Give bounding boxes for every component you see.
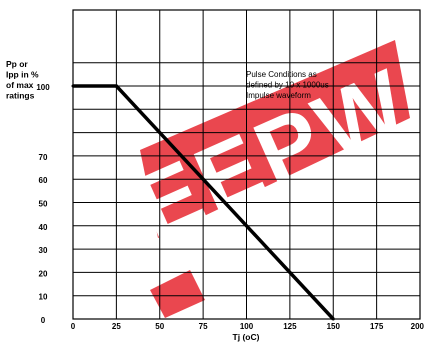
plot-border <box>72 9 421 320</box>
y-tick-label: 100 <box>36 83 50 92</box>
annotation-line: Impulse waveform <box>246 91 311 100</box>
y-axis-label-line: ratings <box>6 91 35 101</box>
derating-point <box>71 84 75 88</box>
y-tick-label: 0 <box>41 316 46 325</box>
x-tick-label: 175 <box>370 322 384 331</box>
y-axis-label-line: Ipp in % <box>6 70 39 80</box>
plot-frame <box>72 9 421 320</box>
x-tick-label: 125 <box>283 322 297 331</box>
series-layer <box>71 84 335 321</box>
y-tick-label: 50 <box>39 200 48 209</box>
x-tick-label: 150 <box>327 322 341 331</box>
y-axis-label-line: of max <box>6 80 34 90</box>
watermark-fragment <box>150 270 205 318</box>
y-tick-label: 40 <box>39 223 48 232</box>
x-tick-label: 25 <box>112 322 121 331</box>
x-tick-label: 200 <box>411 322 425 331</box>
chart-grid <box>73 10 420 319</box>
y-tick-label: 10 <box>39 293 48 302</box>
x-tick-label: 75 <box>199 322 208 331</box>
x-tick-label: 100 <box>240 322 254 331</box>
y-tick-labels: 0 10 20 30 40 50 60 70 100 <box>36 83 50 325</box>
x-axis-label: Tj (oC) <box>233 332 260 342</box>
y-tick-label: 70 <box>39 153 48 162</box>
x-tick-label: 50 <box>155 322 164 331</box>
watermark-band <box>140 40 410 238</box>
y-tick-label: 60 <box>39 176 48 185</box>
x-tick-labels: 0 25 50 75 100 125 150 175 200 <box>71 322 425 331</box>
y-tick-label: 20 <box>39 269 48 278</box>
y-tick-label: 30 <box>39 246 48 255</box>
pulse-conditions-annotation: Pulse Conditions as defined by 10 x 1000u… <box>246 70 329 100</box>
derating-point <box>114 84 118 88</box>
annotation-line: defined by 10 x 1000us <box>246 81 329 90</box>
y-axis-label-line: Pp or <box>6 59 28 69</box>
x-tick-label: 0 <box>71 322 76 331</box>
annotation-line: Pulse Conditions as <box>246 70 317 79</box>
derating-point <box>331 317 335 321</box>
